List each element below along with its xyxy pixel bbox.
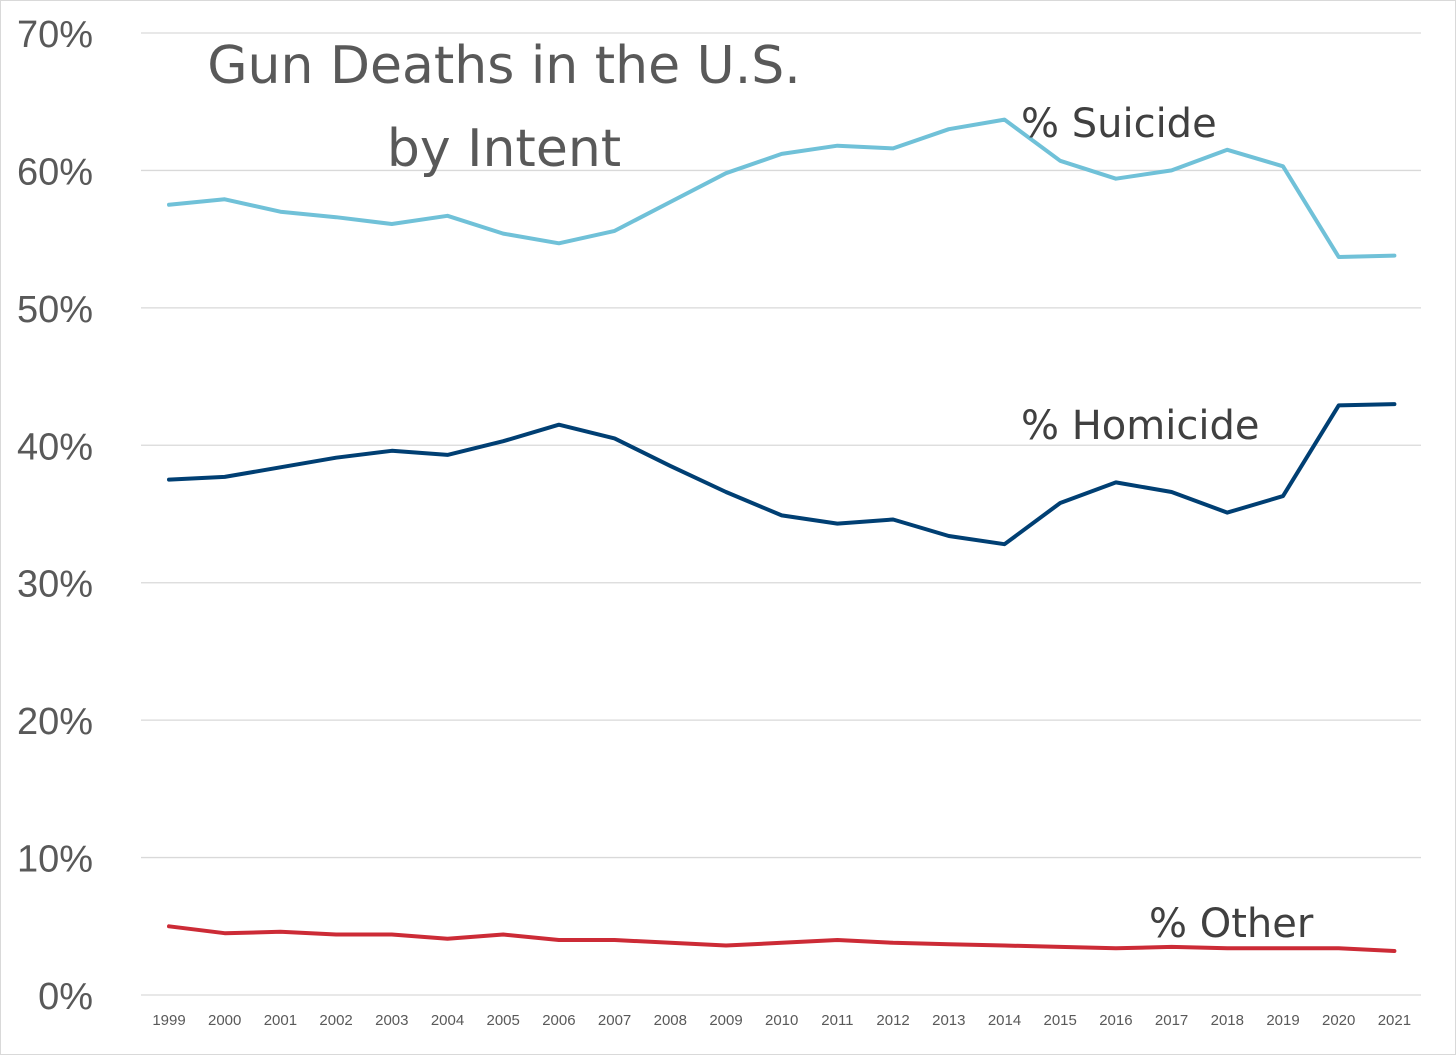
x-tick-label: 2006 [542,1012,575,1029]
x-axis-ticks: 1999 2000 2001 2002 2003 2004 2005 2006 2007 2008… [152,1012,1411,1029]
y-axis-ticks: 0% 10% 20% 30% 40% 50% 60% 70% [17,14,93,1018]
x-tick-label: 2003 [375,1012,408,1029]
y-tick-label: 20% [17,701,93,743]
gridlines [141,32,1421,996]
series-line-1 [167,402,1397,547]
x-tick-label: 2009 [709,1012,742,1029]
y-tick-label: 0% [38,976,93,1018]
y-tick-label: 70% [17,14,93,56]
x-tick-label: 2000 [208,1012,241,1029]
x-tick-label: 2010 [765,1012,798,1029]
x-tick-label: 2005 [487,1012,520,1029]
series-label-homicide: % Homicide [1021,403,1259,449]
x-tick-label: 2017 [1155,1012,1188,1029]
x-tick-label: 2018 [1211,1012,1244,1029]
chart-title-line-2: by Intent [387,119,621,179]
series-line-2 [167,924,1397,953]
y-tick-label: 60% [17,151,93,193]
series-labels: % Suicide % Homicide % Other [1021,101,1314,947]
series-label-other: % Other [1149,901,1314,947]
x-tick-label: 2002 [319,1012,352,1029]
x-tick-label: 2021 [1378,1012,1411,1029]
chart-title: Gun Deaths in the U.S. by Intent [207,36,801,179]
series-label-suicide: % Suicide [1021,101,1217,147]
x-tick-label: 2001 [264,1012,297,1029]
x-tick-label: 2015 [1044,1012,1077,1029]
x-tick-label: 1999 [152,1012,185,1029]
x-tick-label: 2011 [821,1012,853,1029]
x-tick-label: 2013 [932,1012,965,1029]
chart-title-line-1: Gun Deaths in the U.S. [207,36,801,96]
series-lines [167,117,1397,953]
x-tick-label: 2019 [1266,1012,1299,1029]
y-tick-label: 30% [17,564,93,606]
x-tick-label: 2007 [598,1012,631,1029]
x-tick-label: 2008 [654,1012,687,1029]
y-tick-label: 40% [17,426,93,468]
y-tick-label: 50% [17,289,93,331]
x-tick-label: 2014 [988,1012,1021,1029]
series-line-0 [167,117,1397,259]
x-tick-label: 2020 [1322,1012,1355,1029]
x-tick-label: 2004 [431,1012,464,1029]
x-tick-label: 2016 [1099,1012,1132,1029]
y-tick-label: 10% [17,839,93,881]
x-tick-label: 2012 [876,1012,909,1029]
